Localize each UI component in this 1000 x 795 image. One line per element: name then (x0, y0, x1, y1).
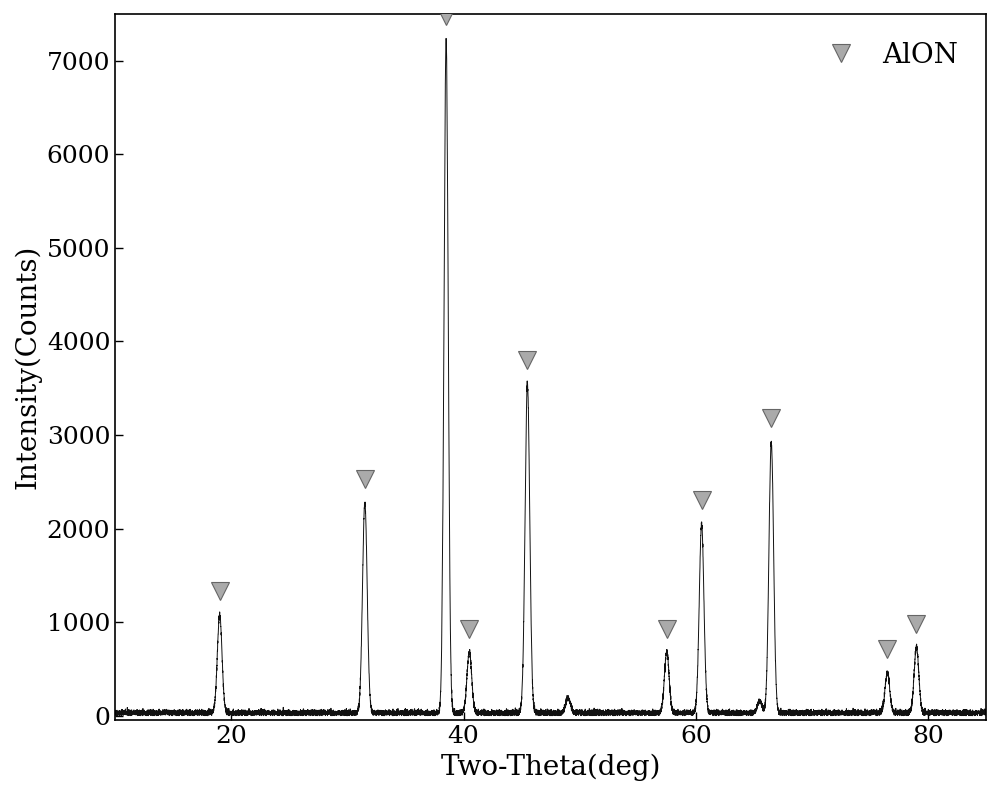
Y-axis label: Intensity(Counts): Intensity(Counts) (14, 245, 41, 489)
X-axis label: Two-Theta(deg): Two-Theta(deg) (440, 754, 661, 781)
Legend: AlON: AlON (799, 28, 972, 83)
